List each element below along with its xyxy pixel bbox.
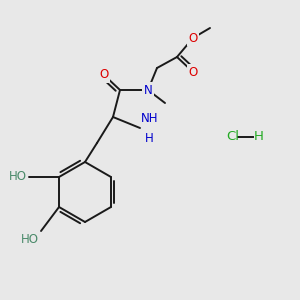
Text: Cl: Cl — [226, 130, 239, 143]
Text: N: N — [144, 83, 152, 97]
Text: O: O — [188, 32, 198, 44]
Text: H: H — [254, 130, 264, 143]
Text: H: H — [145, 132, 153, 145]
Text: O: O — [188, 65, 198, 79]
Text: O: O — [99, 68, 109, 82]
Text: NH: NH — [141, 112, 158, 125]
Text: HO: HO — [21, 233, 39, 246]
Text: HO: HO — [9, 169, 27, 182]
